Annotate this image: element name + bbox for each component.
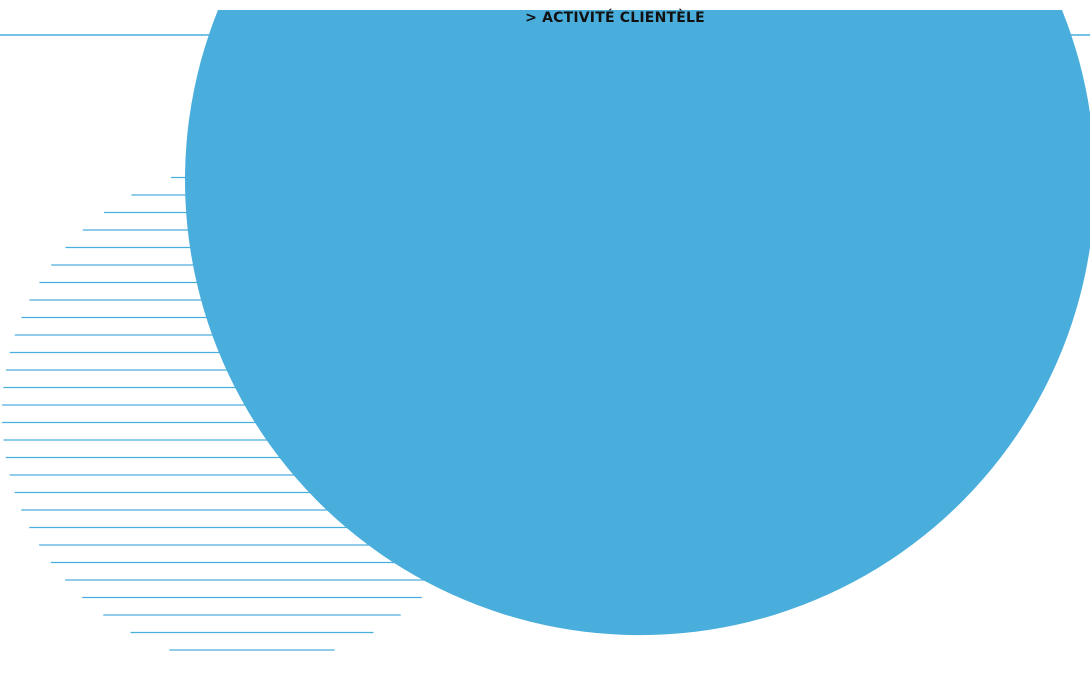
large-circle-shape: [185, 10, 1090, 636]
